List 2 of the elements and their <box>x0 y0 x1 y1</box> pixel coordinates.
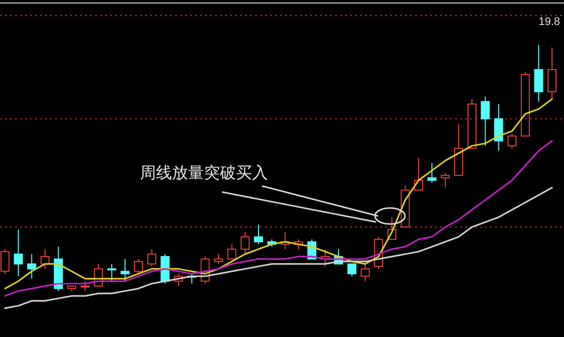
text: 19.8 <box>538 16 560 28</box>
annotation: 周线放量突破买入 <box>140 163 268 182</box>
